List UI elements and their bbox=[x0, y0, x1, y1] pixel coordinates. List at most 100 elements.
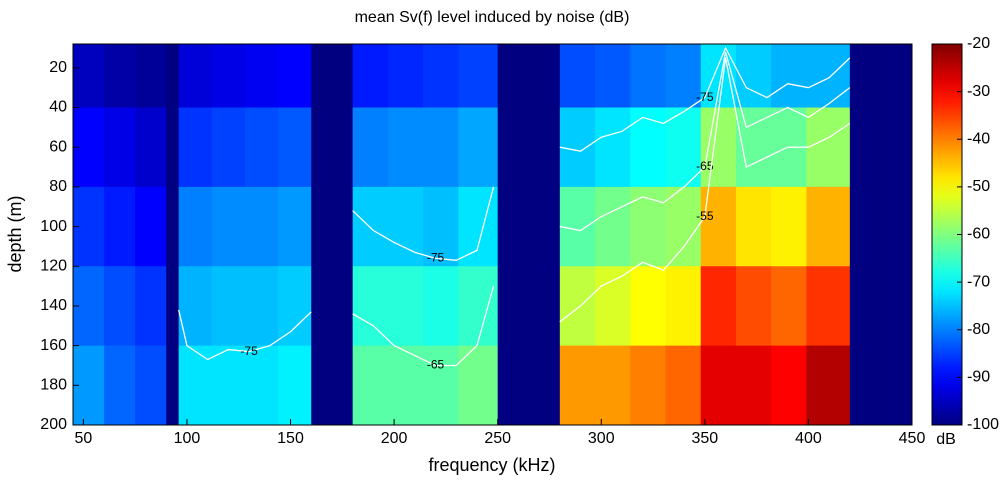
heatmap-cell bbox=[73, 44, 105, 108]
heatmap-cell bbox=[104, 345, 136, 426]
colorbar-tick-label: -30 bbox=[967, 83, 990, 100]
heatmap-cell bbox=[630, 107, 666, 188]
heatmap-cell bbox=[806, 44, 851, 108]
heatmap-cell bbox=[497, 186, 561, 267]
heatmap-cell bbox=[700, 266, 737, 347]
contour-line bbox=[178, 309, 312, 361]
contour-line bbox=[559, 51, 851, 232]
heatmap-cell bbox=[311, 266, 354, 347]
heatmap-cell bbox=[735, 107, 772, 188]
x-axis-label: frequency (kHz) bbox=[428, 455, 555, 475]
heatmap-cell bbox=[700, 44, 737, 108]
heatmap-cell bbox=[352, 345, 389, 426]
contour-label: -75 bbox=[240, 344, 258, 358]
heatmap-cell bbox=[700, 107, 737, 188]
heatmap-cell bbox=[559, 345, 596, 426]
heatmap-cell bbox=[735, 345, 772, 426]
colorbar-label: dB bbox=[936, 431, 956, 448]
heatmap-cell bbox=[352, 44, 389, 108]
heatmap-cell bbox=[244, 266, 279, 347]
heatmap-cell bbox=[771, 345, 807, 426]
heatmap-cell bbox=[595, 44, 631, 108]
x-tick-label: 50 bbox=[74, 430, 92, 447]
heatmap-cell bbox=[244, 107, 279, 188]
x-tick-label: 200 bbox=[381, 430, 408, 447]
heatmap-cell bbox=[458, 345, 499, 426]
heatmap-cell bbox=[211, 345, 246, 426]
heatmap-cell bbox=[166, 44, 180, 108]
y-axis-label: depth (m) bbox=[5, 195, 25, 272]
heatmap-cell bbox=[497, 44, 561, 108]
heatmap-cell bbox=[178, 186, 213, 267]
colorbar-tick-label: -20 bbox=[967, 35, 990, 52]
heatmap-cell bbox=[849, 44, 913, 108]
x-tick-label: 450 bbox=[899, 430, 926, 447]
colorbar-tick-label: -40 bbox=[967, 130, 990, 147]
heatmap-cell bbox=[559, 186, 596, 267]
heatmap-cell bbox=[458, 44, 499, 108]
heatmap-cell bbox=[166, 266, 180, 347]
heatmap-cell bbox=[665, 345, 702, 426]
heatmap-cell bbox=[806, 266, 851, 347]
contour-label: -65 bbox=[427, 358, 445, 372]
heatmap-cell bbox=[423, 186, 459, 267]
heatmap-cell bbox=[135, 107, 167, 188]
heatmap-cell bbox=[387, 44, 424, 108]
heatmap-cell bbox=[244, 345, 279, 426]
contour-label: -55 bbox=[696, 209, 714, 223]
heatmap-cell bbox=[178, 44, 213, 108]
heatmap-cell bbox=[458, 186, 499, 267]
y-tick-label: 20 bbox=[49, 59, 67, 76]
heatmap-cell bbox=[806, 107, 851, 188]
heatmap bbox=[73, 44, 913, 426]
contour-line bbox=[559, 57, 851, 323]
heatmap-cell bbox=[311, 107, 354, 188]
y-tick-label: 120 bbox=[40, 257, 67, 274]
heatmap-cell bbox=[559, 44, 596, 108]
heatmap-cell bbox=[244, 44, 279, 108]
y-tick-label: 180 bbox=[40, 377, 67, 394]
heatmap-cell bbox=[104, 107, 136, 188]
heatmap-cell bbox=[423, 107, 459, 188]
heatmap-cell bbox=[387, 186, 424, 267]
x-tick-label: 400 bbox=[795, 430, 822, 447]
heatmap-cell bbox=[211, 186, 246, 267]
y-tick-label: 40 bbox=[49, 99, 67, 116]
heatmap-cell bbox=[497, 266, 561, 347]
heatmap-cell bbox=[166, 107, 180, 188]
heatmap-cell bbox=[166, 345, 180, 426]
heatmap-cell bbox=[458, 266, 499, 347]
contour-line bbox=[559, 46, 851, 152]
heatmap-cell bbox=[278, 345, 312, 426]
heatmap-cell bbox=[665, 44, 702, 108]
heatmap-cell bbox=[806, 186, 851, 267]
contour-line bbox=[352, 186, 495, 261]
heatmap-cell bbox=[595, 266, 631, 347]
heatmap-cell bbox=[352, 266, 389, 347]
chart-title: mean Sv(f) level induced by noise (dB) bbox=[355, 9, 630, 26]
heatmap-cell bbox=[311, 186, 354, 267]
heatmap-cell bbox=[352, 186, 389, 267]
heatmap-cell bbox=[665, 266, 702, 347]
heatmap-cell bbox=[630, 345, 666, 426]
heatmap-cell bbox=[104, 44, 136, 108]
contour-label: -75 bbox=[696, 90, 714, 104]
x-tick-label: 300 bbox=[588, 430, 615, 447]
heatmap-cell bbox=[135, 186, 167, 267]
heatmap-cell bbox=[387, 107, 424, 188]
heatmap-cell bbox=[135, 44, 167, 108]
heatmap-cell bbox=[665, 107, 702, 188]
colorbar-tick-label: -60 bbox=[967, 226, 990, 243]
heatmap-cell bbox=[595, 186, 631, 267]
heatmap-cell bbox=[278, 266, 312, 347]
heatmap-cell bbox=[665, 186, 702, 267]
y-tick-label: 100 bbox=[40, 218, 67, 235]
heatmap-cell bbox=[559, 107, 596, 188]
heatmap-cell bbox=[735, 186, 772, 267]
contour-label: -75 bbox=[427, 250, 445, 264]
heatmap-cell bbox=[278, 186, 312, 267]
heatmap-cell bbox=[806, 345, 851, 426]
heatmap-cell bbox=[595, 345, 631, 426]
heatmap-cell bbox=[849, 107, 913, 188]
